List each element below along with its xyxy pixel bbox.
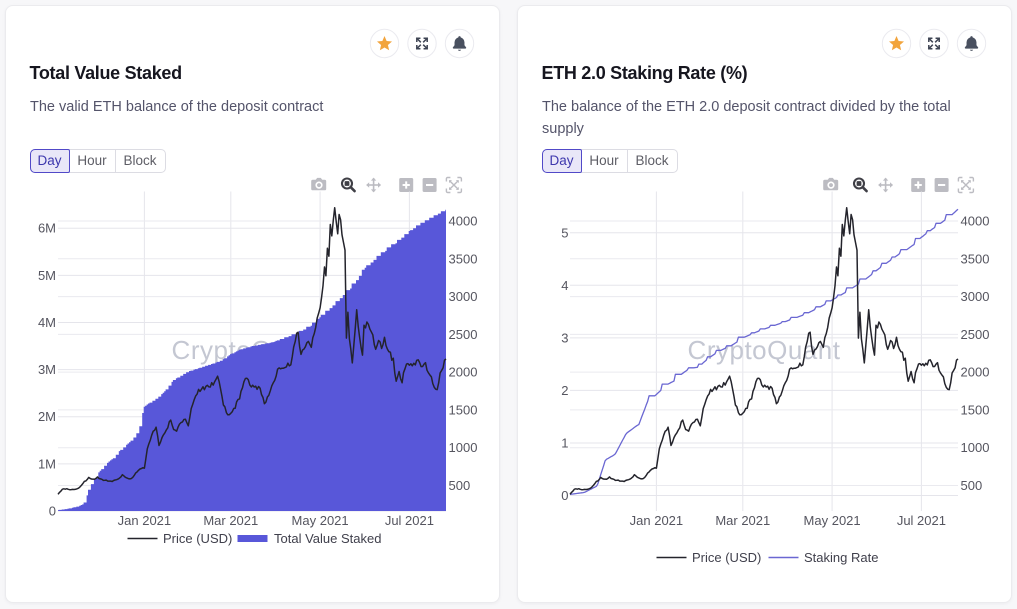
svg-text:1: 1: [561, 436, 568, 451]
svg-text:1000: 1000: [961, 440, 990, 455]
svg-text:Mar 2021: Mar 2021: [715, 513, 770, 528]
svg-text:3000: 3000: [961, 289, 990, 304]
svg-text:3: 3: [561, 330, 568, 345]
svg-text:2M: 2M: [38, 409, 56, 424]
svg-text:2500: 2500: [449, 327, 478, 342]
svg-text:Jul 2021: Jul 2021: [897, 513, 946, 528]
svg-text:5M: 5M: [38, 268, 56, 283]
svg-text:1000: 1000: [449, 440, 478, 455]
svg-text:4: 4: [561, 278, 568, 293]
svg-text:3500: 3500: [449, 251, 478, 266]
svg-text:500: 500: [961, 478, 983, 493]
svg-text:5: 5: [561, 225, 568, 240]
svg-text:2000: 2000: [961, 365, 990, 380]
svg-text:Total Value Staked: Total Value Staked: [274, 531, 381, 546]
svg-text:2000: 2000: [449, 365, 478, 380]
svg-text:2: 2: [561, 383, 568, 398]
svg-text:1M: 1M: [38, 456, 56, 471]
svg-text:3M: 3M: [38, 362, 56, 377]
svg-text:May 2021: May 2021: [292, 513, 349, 528]
svg-text:4000: 4000: [961, 214, 990, 229]
svg-text:3500: 3500: [961, 251, 990, 266]
svg-text:1500: 1500: [449, 402, 478, 417]
svg-text:4M: 4M: [38, 315, 56, 330]
svg-text:0: 0: [561, 488, 568, 503]
svg-text:500: 500: [449, 478, 471, 493]
svg-text:Jan 2021: Jan 2021: [630, 513, 684, 528]
svg-text:Price (USD): Price (USD): [163, 531, 232, 546]
svg-text:2500: 2500: [961, 327, 990, 342]
svg-text:1500: 1500: [961, 402, 990, 417]
svg-text:Mar 2021: Mar 2021: [203, 513, 258, 528]
svg-text:Jan 2021: Jan 2021: [118, 513, 172, 528]
svg-text:Price (USD): Price (USD): [692, 550, 761, 565]
svg-text:6M: 6M: [38, 221, 56, 236]
svg-text:0: 0: [49, 504, 56, 519]
svg-text:Staking Rate: Staking Rate: [804, 550, 878, 565]
svg-text:Jul 2021: Jul 2021: [385, 513, 434, 528]
svg-text:CryptoQuant: CryptoQuant: [688, 335, 841, 365]
svg-text:May 2021: May 2021: [804, 513, 861, 528]
svg-text:3000: 3000: [449, 289, 478, 304]
svg-text:4000: 4000: [449, 214, 478, 229]
